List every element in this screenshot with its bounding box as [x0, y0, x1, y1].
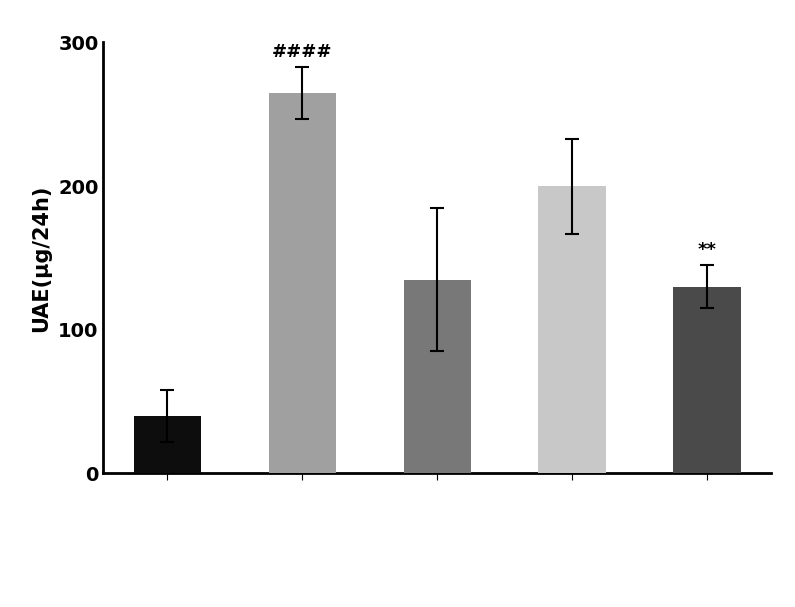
Bar: [673, 287, 741, 473]
Bar: [269, 93, 336, 473]
Y-axis label: UAE(μg/24h): UAE(μg/24h): [31, 185, 51, 331]
Text: **: **: [697, 242, 716, 259]
Bar: [404, 279, 471, 473]
Text: ####: ####: [272, 43, 332, 61]
Bar: [134, 416, 201, 473]
Bar: [538, 186, 606, 473]
